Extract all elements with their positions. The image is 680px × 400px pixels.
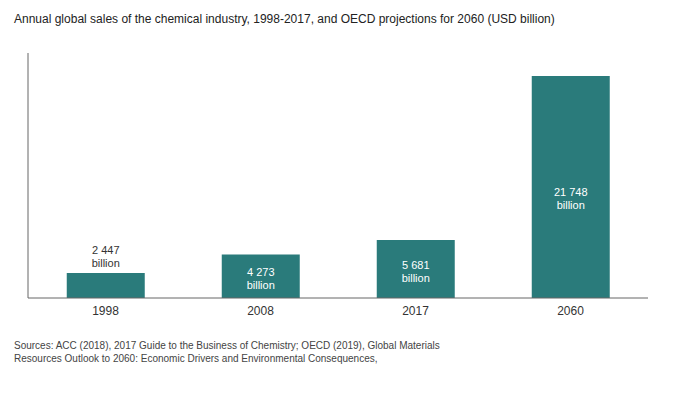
svg-text:1998: 1998 [92,304,119,318]
svg-text:2008: 2008 [247,304,274,318]
svg-text:2017: 2017 [402,304,429,318]
svg-text:4 273billion: 4 273billion [247,266,275,291]
svg-text:21 748billion: 21 748billion [554,186,588,211]
svg-text:2060: 2060 [557,304,584,318]
svg-text:5 681billion: 5 681billion [402,259,430,284]
html-text:Annual global sales of the che: Annual global sales of the chemical indu… [14,12,555,26]
html-text:Sources: ACC (2018), 2017 Guid: Sources: ACC (2018), 2017 Guide to the B… [14,340,440,364]
svg-text:2 447billion: 2 447billion [92,244,120,269]
